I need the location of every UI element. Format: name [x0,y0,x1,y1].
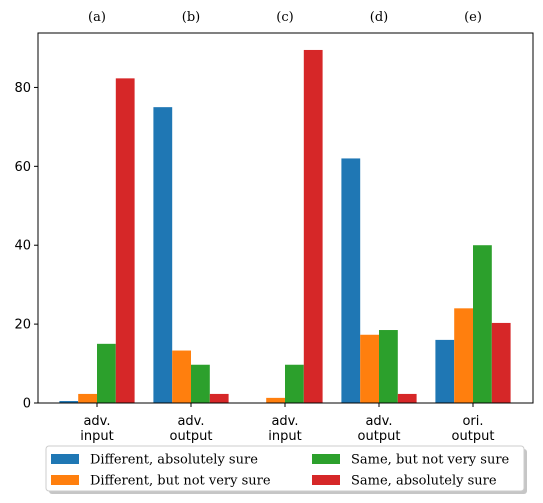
bars [59,49,511,404]
x-tick-label: input [268,429,301,444]
legend-swatch-1 [51,454,79,464]
y-tick-label: 20 [14,318,31,333]
bar-1-2 [153,107,173,403]
x-axis: adv.inputadv.outputadv.inputadv.outputor… [80,403,494,444]
bar-1-4 [341,158,361,403]
bar-3-4 [379,330,398,403]
panel-label: (e) [464,10,482,25]
legend-swatch-4 [312,475,340,485]
legend-swatch-3 [312,454,340,464]
panel-labels: (a) (b) (c) (d) (e) [88,10,482,25]
bar-4-5 [491,322,511,403]
bar-3-5 [473,245,492,403]
bar-4-4 [397,393,417,403]
panel-label: (d) [370,10,388,25]
y-axis: 0 20 40 60 80 [14,81,38,412]
x-tick-label: adv. [177,414,204,429]
x-tick-label: input [80,429,113,444]
legend-label-2: Different, but not very sure [90,474,271,489]
x-tick-label: output [358,429,401,444]
bar-3-1 [97,343,116,403]
y-tick-label: 60 [14,160,31,175]
bar-1-1 [59,401,79,403]
y-tick-label: 40 [14,239,31,254]
panel-label: (a) [88,10,106,25]
legend: Different, absolutely sure Different, but… [45,445,527,494]
bar-3-2 [191,364,210,403]
x-tick-label: adv. [83,414,110,429]
panel-label: (b) [182,10,200,25]
bar-2-3 [266,397,285,403]
x-tick-label: adv. [271,414,298,429]
legend-label-4: Same, absolutely sure [351,474,497,489]
x-tick-label: adv. [365,414,392,429]
legend-box [45,445,525,492]
x-tick-label: output [170,429,213,444]
legend-swatch-2 [51,475,79,485]
legend-label-3: Same, but not very sure [351,453,510,468]
bar-2-2 [172,350,191,403]
bar-4-1 [115,78,135,404]
bar-2-1 [78,393,97,403]
y-tick-label: 80 [14,81,31,96]
bar-3-3 [285,364,304,403]
x-tick-label: output [452,429,495,444]
legend-label-1: Different, absolutely sure [90,453,258,468]
y-tick-label: 0 [23,397,31,412]
panel-label: (c) [276,10,293,25]
bar-4-2 [209,393,229,403]
bar-2-5 [454,308,473,403]
x-tick-label: ori. [462,414,483,429]
bar-4-3 [303,49,323,404]
bar-2-4 [360,334,379,403]
bar-1-5 [435,339,455,403]
